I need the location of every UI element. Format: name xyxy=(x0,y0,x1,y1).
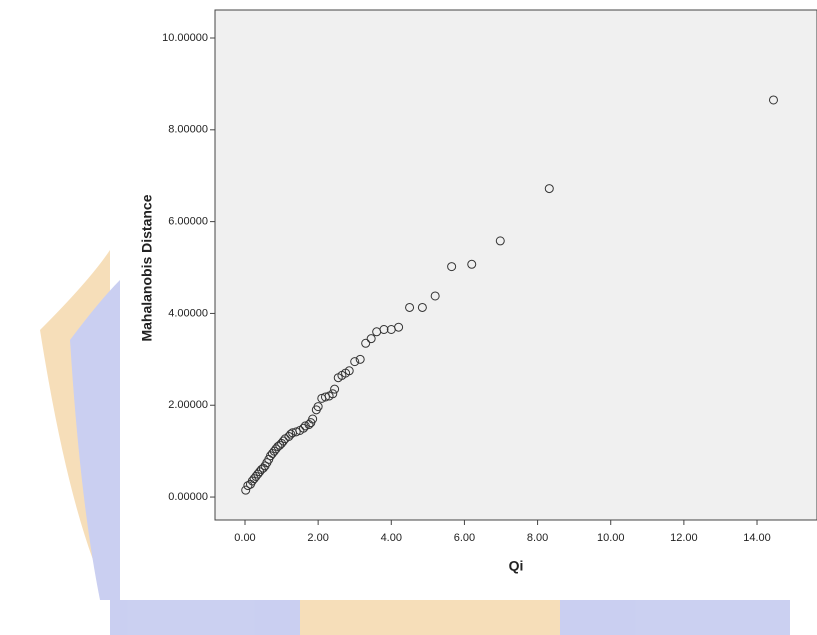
x-tick-label: 12.00 xyxy=(670,532,698,544)
x-tick-label: 4.00 xyxy=(381,532,402,544)
y-tick-label: 4.00000 xyxy=(168,307,208,319)
x-tick-label: 10.00 xyxy=(597,532,625,544)
x-tick-label: 14.00 xyxy=(743,532,771,544)
plot-area xyxy=(215,10,817,520)
chart: Qi Mahalanobis Distance 0.00000 2.00000 4.… xyxy=(0,0,817,635)
y-tick-label: 8.00000 xyxy=(168,124,208,136)
y-tick-label: 0.00000 xyxy=(168,491,208,503)
x-tick-label: 6.00 xyxy=(454,532,475,544)
y-tick-label: 10.00000 xyxy=(162,32,208,44)
x-tick-label: 8.00 xyxy=(527,532,548,544)
watermark-shape xyxy=(300,600,560,635)
y-axis-title: Mahalanobis Distance xyxy=(139,194,155,341)
x-axis-title: Qi xyxy=(509,558,524,574)
x-tick-label: 2.00 xyxy=(307,532,328,544)
y-tick-label: 2.00000 xyxy=(168,399,208,411)
y-tick-label: 6.00000 xyxy=(168,216,208,228)
x-tick-label: 0.00 xyxy=(234,532,255,544)
